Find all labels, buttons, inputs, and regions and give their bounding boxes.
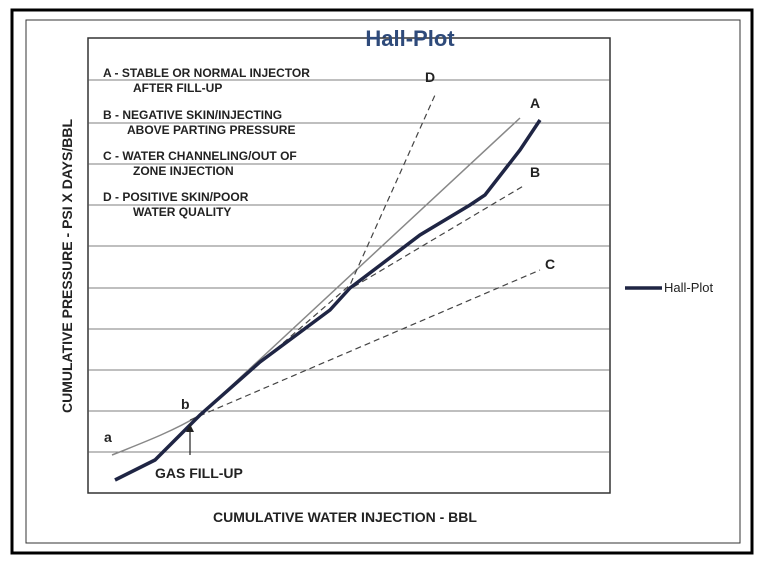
y-axis-label: CUMULATIVE PRESSURE - PSI X DAYS/BBL: [59, 119, 75, 413]
annotation: AFTER FILL-UP: [133, 81, 222, 95]
annotation: C - WATER CHANNELING/OUT OF: [103, 149, 297, 163]
curve-b: [344, 184, 526, 293]
curve-label: B: [530, 164, 540, 180]
outer-border: [10, 8, 754, 555]
annotation: B - NEGATIVE SKIN/INJECTING: [103, 108, 282, 122]
annotation: ZONE INJECTION: [133, 164, 234, 178]
curve-label: b: [181, 396, 190, 412]
title: Hall-Plot: [365, 26, 455, 51]
plot-frame: [87, 37, 611, 494]
annotation: WATER QUALITY: [133, 205, 231, 219]
gas-fill-up-label: GAS FILL-UP: [155, 465, 243, 481]
inner-border: [25, 19, 741, 544]
hall-plot-line: [114, 119, 542, 482]
curve-label: A: [530, 95, 540, 111]
curve-label: a: [104, 429, 112, 445]
arrow-head: [186, 424, 194, 432]
x-axis-label: CUMULATIVE WATER INJECTION - BBL: [213, 509, 477, 525]
annotation: A - STABLE OR NORMAL INJECTOR: [103, 66, 310, 80]
curve-label: D: [425, 69, 435, 85]
legend-label: Hall-Plot: [664, 280, 714, 295]
annotation: ABOVE PARTING PRESSURE: [127, 123, 295, 137]
annotation: D - POSITIVE SKIN/POOR: [103, 190, 249, 204]
curve-label: C: [545, 256, 555, 272]
curve-c: [189, 269, 541, 421]
